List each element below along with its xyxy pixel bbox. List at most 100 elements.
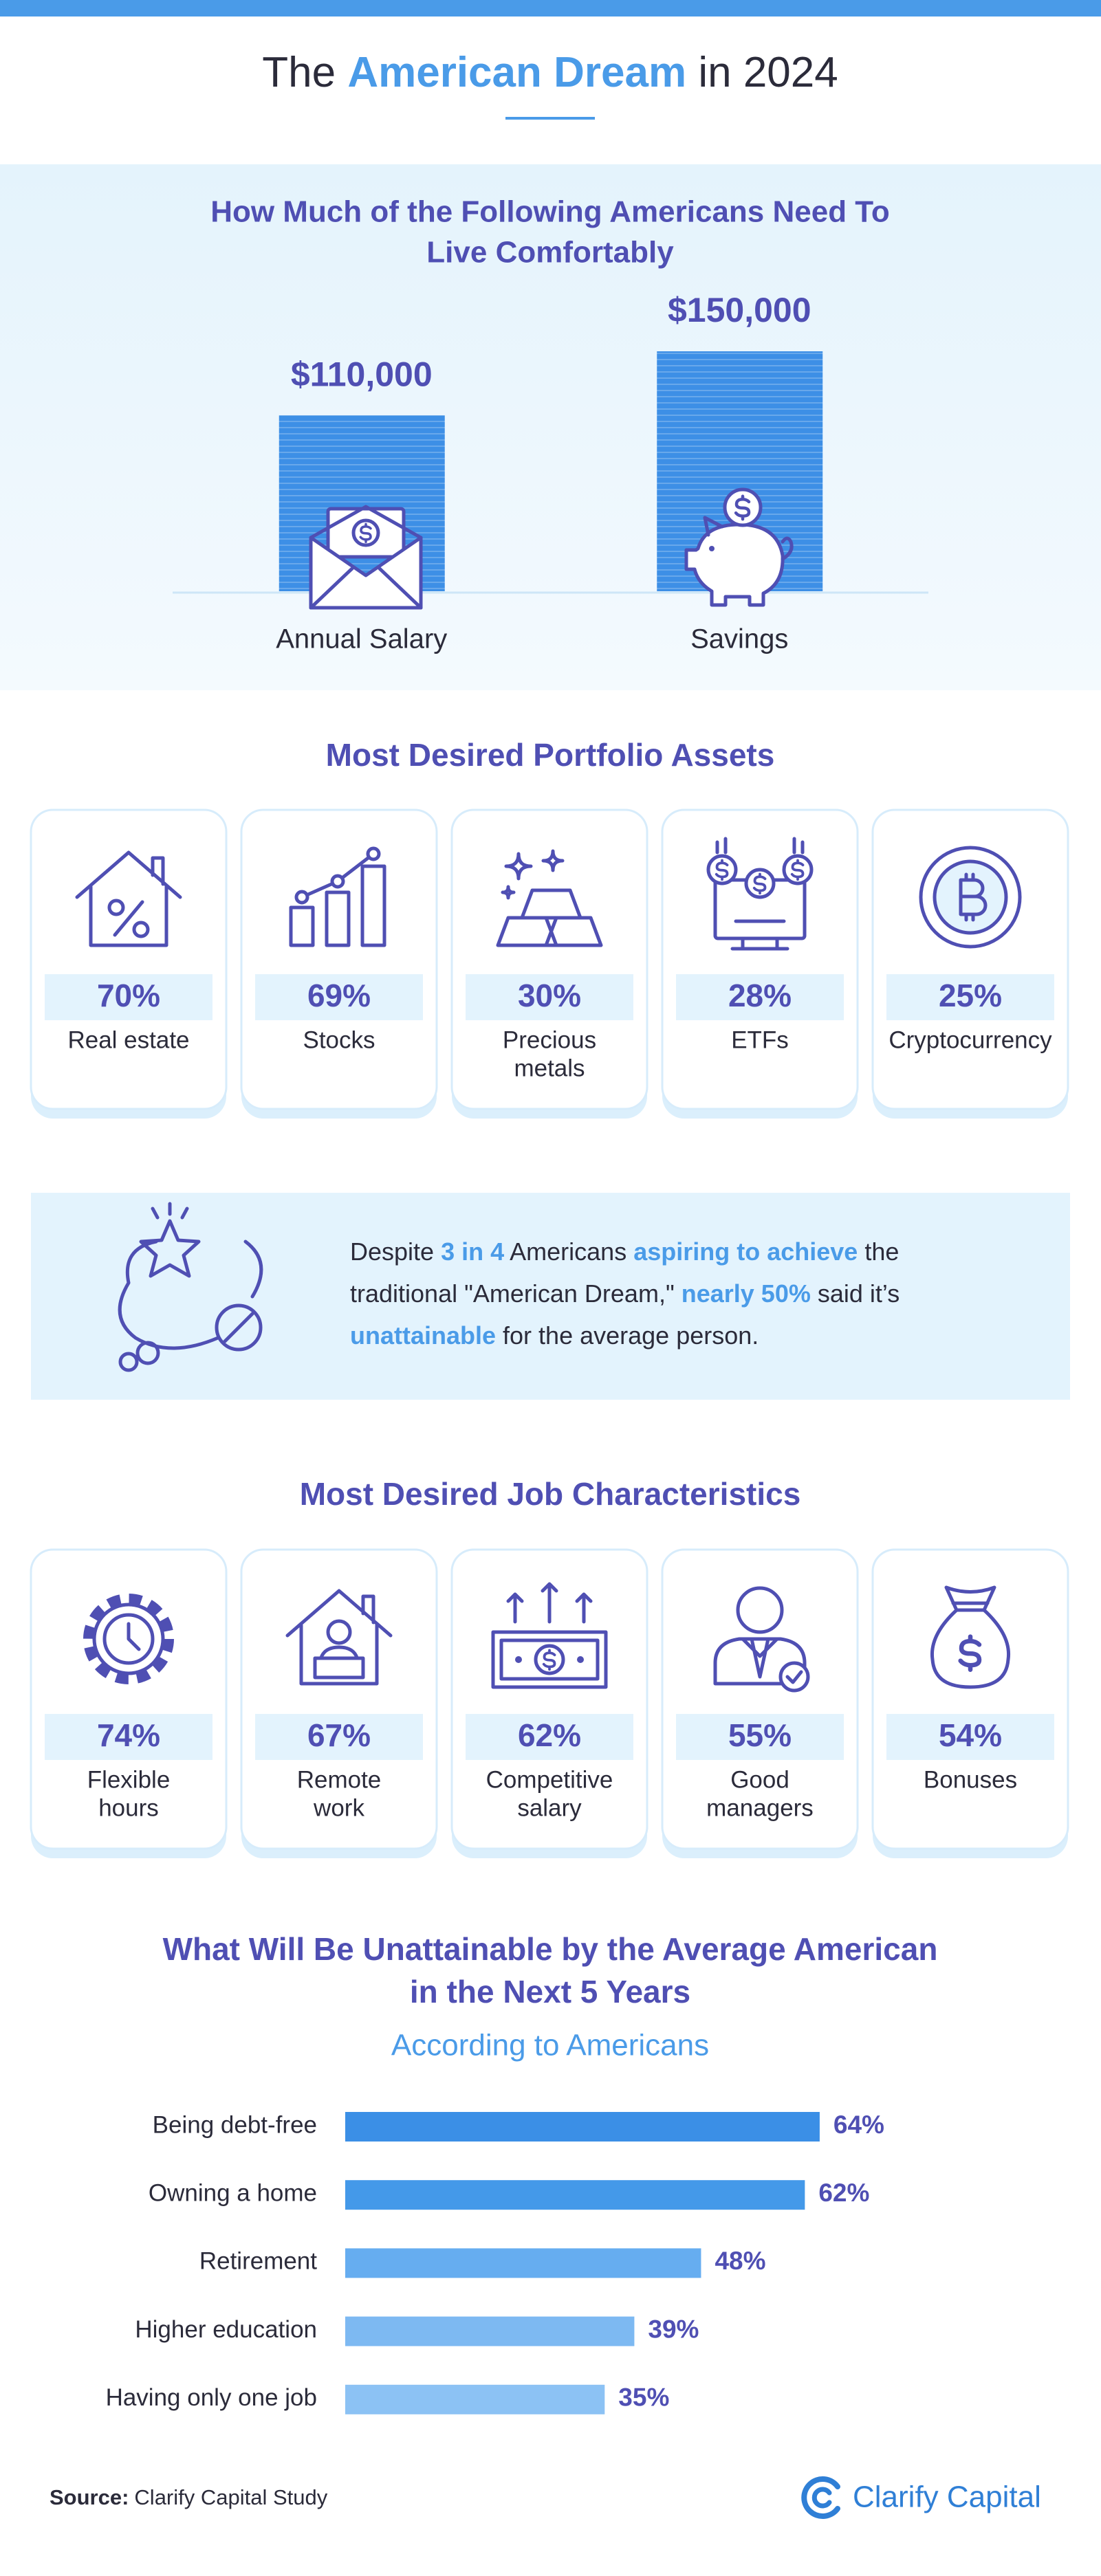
savings-icon-part [684,522,785,607]
competitive-salary-icon-part [515,1656,522,1663]
value-box [466,1714,633,1760]
chart-title: Live Comfortably [426,236,674,269]
category-label: Being debt-free [153,2111,317,2138]
etf-icon-part [752,872,767,895]
callout-text: Despite 3 in 4 Americans aspiring to ach… [350,1237,900,1350]
value-label: 62% [818,2179,869,2207]
competitive-salary-icon-part [499,1638,600,1681]
callout-highlight: 3 in 4 [441,1237,504,1266]
category-label: Having only one job [106,2384,317,2411]
card-value: 69% [307,978,371,1013]
crypto-icon-part [959,872,988,922]
salary-icon [309,505,423,610]
precious-metals-icon-part [501,885,516,900]
card-label: ETFs [731,1026,789,1053]
card-label: Remote [297,1766,382,1793]
callout-icon-part [223,1312,254,1343]
crypto-icon-part [919,846,1022,949]
callout-icon-part [139,1219,201,1278]
top-band [0,0,1101,16]
flexible-hours-icon-part [127,1622,141,1651]
section-title: Most Desired Job Characteristics [300,1476,801,1512]
callout-highlight: nearly 50% [682,1279,811,1308]
card [450,808,648,1110]
value-label: 39% [648,2315,699,2343]
card-label: Cryptocurrency [889,1026,1052,1053]
real-estate-icon-part [107,899,125,916]
card-label: Precious [503,1026,596,1053]
competitive-salary-icon-part [542,1649,556,1671]
value-label: 35% [618,2384,669,2412]
title-part: in 2024 [686,49,838,96]
card-label: salary [517,1794,582,1821]
chart-title: How Much of the Following Americans Need… [210,195,890,229]
callout-icon-part [151,1202,189,1220]
category-label: Retirement [199,2248,317,2275]
card-label: hours [98,1794,159,1821]
value-label: $110,000 [291,355,433,393]
chart-title: What Will Be Unattainable by the Average… [163,1931,938,1967]
stocks-icon-part [330,874,345,889]
savings-icon-part [781,536,794,561]
card-value: 30% [518,978,581,1013]
unattainable-chart: What Will Be Unattainable by the Average… [106,1931,938,2414]
etf-icon-part [715,859,729,881]
card-value: 74% [97,1717,160,1753]
callout-part: Despite [350,1237,441,1266]
salary-icon-part [351,518,380,547]
bar [345,2316,635,2346]
brand-logo [801,2476,840,2519]
brand-logo-part [801,2476,840,2519]
card [871,1548,1069,1850]
card [661,1548,859,1850]
callout-part: said it’s [811,1279,900,1308]
good-managers-icon [713,1586,810,1693]
card-value: 67% [307,1717,371,1753]
stocks-icon-part [294,890,309,905]
etf-icon [706,837,814,951]
card-label: Good [730,1766,789,1793]
callout-part: Americans [504,1237,633,1266]
savings-icon-part [709,546,715,551]
competitive-salary-icon-part [534,1644,565,1675]
precious-metals-icon-part [496,888,603,947]
value-label: 48% [715,2247,765,2275]
competitive-salary-icon-part [506,1582,593,1624]
card-value: 25% [939,978,1002,1013]
precious-metals-icon [496,849,603,947]
savings-icon-part [734,494,751,521]
page-title: The American Dream in 2024 [262,49,838,96]
card [30,1548,228,1850]
flexible-hours-icon-part [102,1613,155,1665]
callout-icon [118,1202,263,1372]
callout-part: for the average person. [496,1321,759,1350]
good-managers-icon-part [785,1670,803,1684]
flexible-hours-icon-part [83,1594,174,1684]
etf-icon-part [715,837,805,855]
callout-icon-part [215,1303,263,1352]
category-label: Higher education [135,2316,317,2343]
card [661,808,859,1110]
portfolio-cards: 70% Real estate 69% Stocks 30% Preciousmetals… [30,808,1069,1119]
remote-work-icon-part [326,1619,352,1645]
callout-icon-part [118,1240,263,1350]
card-value: 70% [97,978,160,1013]
brand-name: Clarify Capital [853,2480,1041,2514]
chart-title: in the Next 5 Years [410,1974,690,2010]
stocks-icon [289,846,386,947]
title-highlight: American Dream [347,49,686,96]
source-text: Clarify Capital Study [134,2485,327,2509]
real-estate-icon [75,850,182,947]
value-box [255,974,423,1020]
stocks-icon-part [289,905,315,947]
bonuses-icon [930,1585,1011,1689]
title-part: The [262,49,347,96]
section-title: Most Desired Portfolio Assets [326,737,775,773]
bar [345,2248,701,2278]
card-value: 55% [728,1717,792,1753]
source-label: Source: [50,2485,129,2509]
remote-work-icon-part [285,1589,393,1686]
value-box [255,1714,423,1760]
card-label: work [313,1794,364,1821]
stocks-icon-part [366,846,381,861]
